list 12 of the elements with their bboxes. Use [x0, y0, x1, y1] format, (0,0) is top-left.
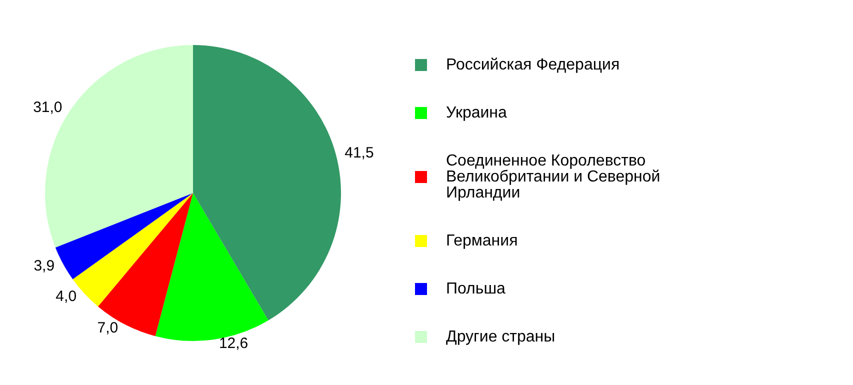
data-label: 7,0: [97, 319, 118, 336]
data-label: 31,0: [33, 99, 62, 116]
legend-label: Соединенное Королевство Великобритании и Северной Ирландии: [446, 152, 665, 202]
legend-label: Германия: [446, 232, 518, 250]
data-label: 41,5: [344, 144, 374, 162]
legend-label: Украина: [446, 104, 508, 122]
legend-label: Российская Федерация: [446, 56, 620, 74]
legend-label: Польша: [446, 280, 506, 298]
legend-label: Другие страны: [446, 328, 556, 346]
data-label: 3,9: [34, 257, 55, 274]
data-label: 12,6: [218, 335, 248, 352]
data-label: 4,0: [56, 288, 77, 305]
